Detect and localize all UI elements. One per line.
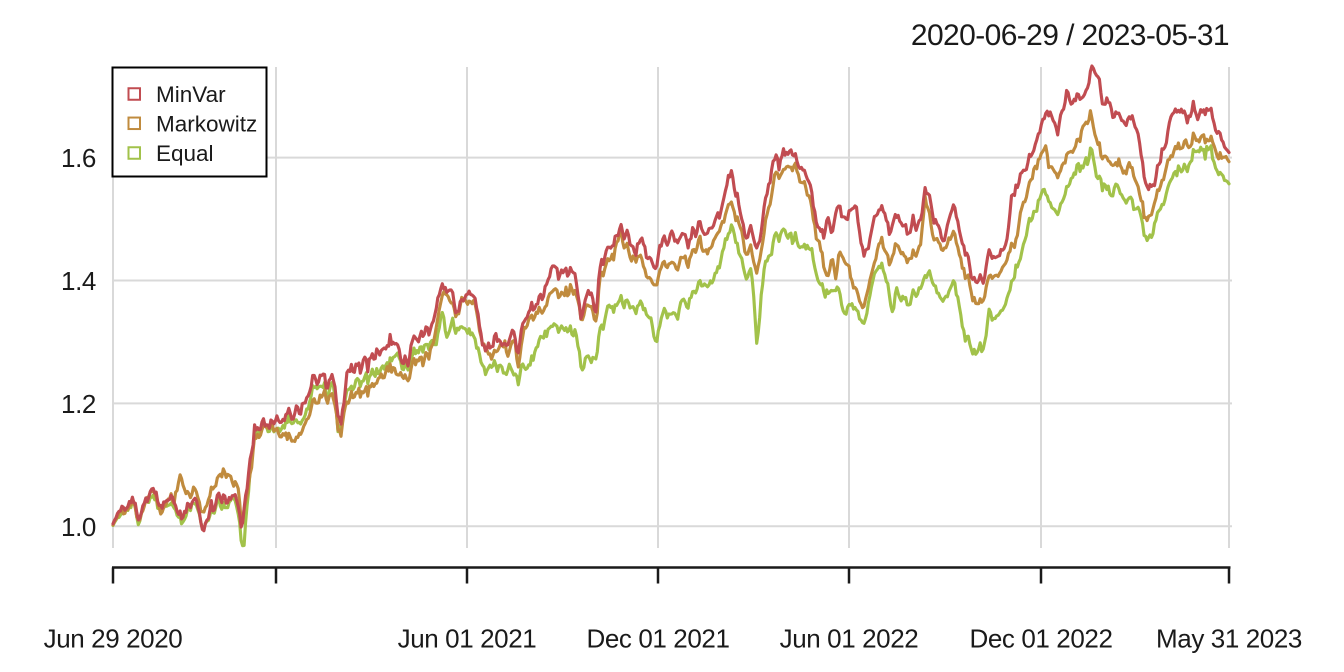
svg-text:2020-06-29 / 2023-05-31: 2020-06-29 / 2023-05-31 (911, 19, 1229, 52)
svg-text:Jun 01 2022: Jun 01 2022 (780, 624, 919, 654)
svg-text:Markowitz: Markowitz (156, 111, 257, 136)
svg-text:1.2: 1.2 (61, 389, 96, 419)
svg-text:1.6: 1.6 (61, 143, 96, 173)
svg-text:1.4: 1.4 (61, 266, 96, 296)
svg-text:Jun 29 2020: Jun 29 2020 (44, 624, 183, 654)
svg-text:1.0: 1.0 (61, 512, 96, 542)
svg-text:MinVar: MinVar (156, 82, 226, 107)
svg-text:Dec 01 2021: Dec 01 2021 (586, 624, 729, 654)
svg-text:May 31 2023: May 31 2023 (1156, 624, 1302, 654)
svg-text:Equal: Equal (156, 141, 214, 166)
svg-text:Dec 01 2022: Dec 01 2022 (969, 624, 1112, 654)
svg-text:Jun 01 2021: Jun 01 2021 (398, 624, 537, 654)
